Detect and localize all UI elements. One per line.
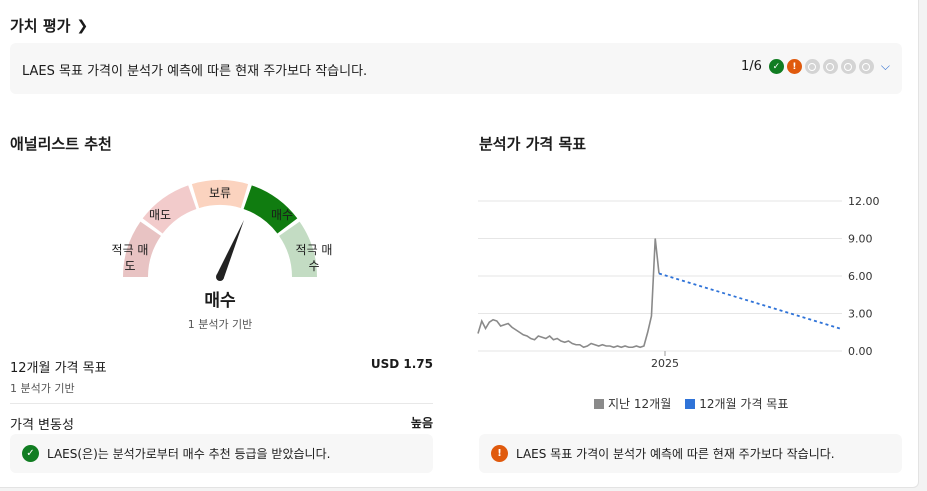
legend-item-target: 12개월 가격 목표 bbox=[685, 395, 788, 412]
series-line-target bbox=[658, 272, 843, 330]
gauge-segment-strong-buy bbox=[279, 221, 317, 277]
y-tick-label: 9.00 bbox=[848, 233, 873, 246]
gauge-segment-buy bbox=[243, 185, 298, 234]
valuation-title-link[interactable]: 가치 평가 ❯ bbox=[10, 15, 88, 36]
chevron-right-icon: ❯ bbox=[76, 17, 89, 34]
gauge-label-hold: 보류 bbox=[208, 186, 232, 200]
warning-icon: ! bbox=[491, 445, 508, 462]
gauge-label-buy: 매수 bbox=[270, 208, 294, 222]
gauge-segment-sell bbox=[142, 185, 197, 234]
gauge-label-sell: 매도 bbox=[148, 208, 172, 222]
neutral-icon bbox=[840, 59, 856, 74]
recommendation-gauge bbox=[123, 180, 317, 281]
y-tick-label: 3.00 bbox=[848, 308, 873, 321]
y-tick-label: 6.00 bbox=[848, 270, 873, 283]
gauge-value: 매수 bbox=[204, 291, 236, 311]
legend-item-past: 지난 12개월 bbox=[594, 395, 671, 412]
price-target-sub: 1 분석가 기반 bbox=[10, 382, 75, 395]
analyst-note: ✓ LAES(은)는 분석가로부터 매수 추천 등급을 받았습니다. bbox=[10, 434, 433, 473]
check-star-icon: ✓ bbox=[768, 59, 784, 74]
x-tick-label: 2025 bbox=[651, 357, 679, 370]
banner-indicators: 1/6 ✓ ! ⌵ bbox=[741, 59, 890, 74]
target-note: ! LAES 목표 가격이 분석가 예측에 따른 현재 주가보다 작습니다. bbox=[479, 434, 902, 473]
price-target-label: 12개월 가격 목표 bbox=[10, 361, 107, 376]
volatility-value: 높음 bbox=[410, 416, 433, 430]
legend-swatch-past bbox=[594, 399, 604, 409]
analyst-section-title: 애널리스트 추천 bbox=[10, 135, 112, 153]
valuation-title: 가치 평가 bbox=[10, 17, 71, 35]
legend-swatch-target bbox=[685, 399, 696, 409]
price-target-value: USD 1.75 bbox=[370, 357, 433, 371]
valuation-summary-banner[interactable]: LAES 목표 가격이 분석가 예측에 따른 현재 주가보다 작습니다. 1/6… bbox=[10, 43, 902, 94]
neutral-icon bbox=[858, 59, 874, 74]
series-line-past bbox=[477, 238, 660, 349]
banner-text: LAES 목표 가격이 분석가 예측에 따른 현재 주가보다 작습니다. bbox=[22, 64, 368, 79]
volatility-row: 가격 변동성 높음 bbox=[10, 414, 433, 433]
gauge-segment-strong-sell bbox=[123, 221, 161, 277]
target-note-text: LAES 목표 가격이 분석가 예측에 따른 현재 주가보다 작습니다. bbox=[516, 447, 835, 461]
y-tick-label: 12.00 bbox=[848, 195, 880, 208]
y-tick-label: 0.00 bbox=[848, 345, 873, 358]
divider bbox=[10, 403, 433, 404]
price-target-chart-title: 분석가 가격 목표 bbox=[479, 135, 587, 153]
volatility-label: 가격 변동성 bbox=[10, 418, 74, 433]
gauge-segment-hold bbox=[191, 180, 249, 209]
indicator-count: 1/6 bbox=[740, 59, 762, 74]
warning-icon: ! bbox=[786, 59, 802, 74]
price-target-row: 12개월 가격 목표 USD 1.75 bbox=[10, 357, 433, 376]
gauge-needle-hub bbox=[216, 273, 224, 281]
chart-legend: 지난 12개월 12개월 가격 목표 bbox=[594, 395, 788, 412]
check-star-icon: ✓ bbox=[22, 445, 39, 462]
gauge-label-strong-sell: 적극 매 도 bbox=[111, 243, 149, 273]
neutral-icon bbox=[804, 59, 820, 74]
price-target-chart: 12.00 9.00 6.00 3.00 0.00 2025 bbox=[477, 195, 880, 370]
chevron-down-icon[interactable]: ⌵ bbox=[880, 59, 890, 73]
gauge-label-strong-buy: 적극 매 수 bbox=[295, 243, 333, 273]
gauge-needle bbox=[216, 219, 245, 279]
neutral-icon bbox=[822, 59, 838, 74]
analyst-note-text: LAES(은)는 분석가로부터 매수 추천 등급을 받았습니다. bbox=[47, 447, 331, 461]
gauge-subtext: 1 분석가 기반 bbox=[187, 318, 253, 331]
